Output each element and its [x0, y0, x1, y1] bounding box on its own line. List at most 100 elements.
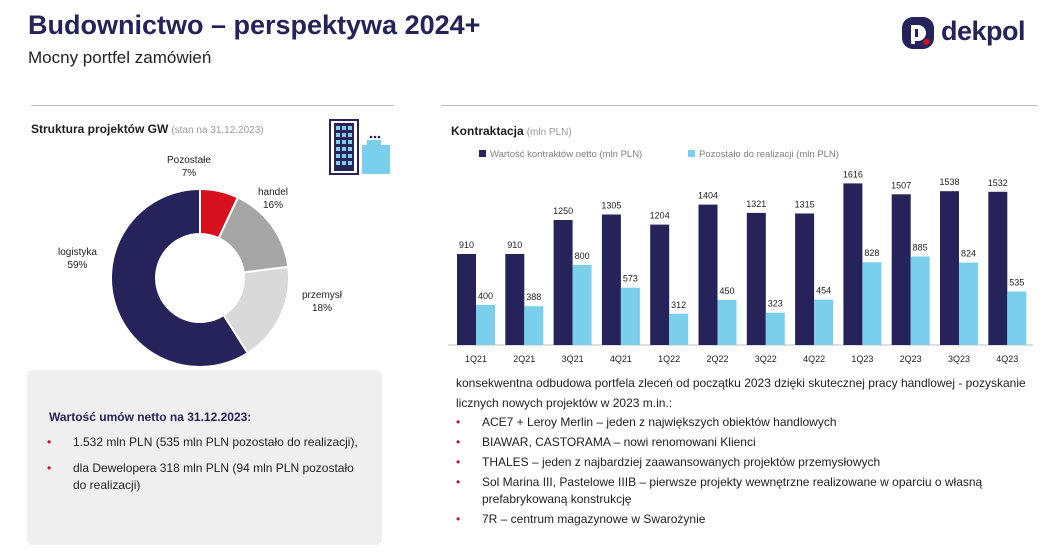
- pie-label-logistyka-value: 59%: [67, 260, 88, 271]
- bar-remaining-value: [910, 256, 930, 345]
- summary-box: Wartość umów netto na 31.12.2023: • 1.532…: [27, 370, 382, 545]
- bar-data-label: 824: [961, 249, 976, 259]
- bar-data-label: 1616: [843, 169, 863, 179]
- bar-remaining-value: [959, 262, 978, 345]
- pie-label-logistyka-name: logistyka: [58, 247, 97, 258]
- pie-label-pozostale-name: Pozostałe: [167, 155, 211, 166]
- pie-label-handel: handel 16%: [258, 186, 288, 212]
- bar-remaining-value: [1007, 291, 1027, 345]
- bar-data-label: 312: [671, 300, 686, 310]
- bar-contract-value: [891, 194, 911, 345]
- summary-list: • 1.532 mln PLN (535 mln PLN pozostało do…: [47, 434, 367, 503]
- x-tick-label: 1Q22: [658, 354, 680, 364]
- bar-remaining-value: [524, 306, 544, 345]
- page-title: Budownictwo – perspektywa 2024+: [28, 10, 481, 40]
- x-tick-label: 1Q23: [851, 354, 873, 364]
- logo-mark-icon: [902, 17, 934, 49]
- pie-label-handel-value: 16%: [263, 200, 284, 211]
- right-divider: [441, 105, 1038, 106]
- legend-label: Pozostało do realizacji (mln PLN): [699, 149, 839, 160]
- x-tick-label: 4Q22: [803, 354, 825, 364]
- bar-data-label: 450: [719, 286, 734, 296]
- summary-title: Wartość umów netto na 31.12.2023:: [49, 410, 252, 424]
- x-tick-label: 4Q23: [996, 354, 1018, 364]
- bar-data-label: 885: [913, 243, 928, 253]
- bar-contract-value: [457, 254, 476, 345]
- bar-remaining-value: [814, 299, 834, 345]
- bar-data-label: 910: [459, 240, 474, 250]
- legend-swatch: [688, 150, 695, 157]
- logo-text: dekpol: [941, 16, 1026, 46]
- project-item-text: THALES – jeden z najbardziej zaawansowan…: [482, 455, 881, 469]
- bar-data-label: 1532: [988, 178, 1008, 188]
- bar-contract-value: [940, 191, 959, 345]
- x-tick-label: 2Q22: [706, 354, 728, 364]
- building-icon: [329, 119, 390, 175]
- bar-contract-value: [553, 220, 573, 345]
- bar-data-label: 1538: [939, 177, 959, 187]
- x-tick-label: 3Q23: [948, 354, 970, 364]
- bar-data-label: 1507: [891, 180, 911, 190]
- bullet-icon: •: [47, 435, 52, 449]
- legend-label: Wartość kontraktów netto (mln PLN): [490, 149, 642, 160]
- bar-contract-value: [843, 183, 863, 345]
- bar-data-label: 388: [526, 292, 541, 302]
- bar-contract-value: [650, 224, 670, 345]
- bar-data-label: 828: [864, 248, 879, 258]
- bar-data-label: 1315: [795, 200, 815, 210]
- project-item: • THALES – jeden z najbardziej zaawansowa…: [456, 454, 1046, 471]
- bar-remaining-value: [476, 305, 495, 345]
- bullet-icon: •: [47, 461, 52, 475]
- left-section-title-text: Struktura projektów GW: [31, 122, 169, 136]
- summary-item: • dla Dewelopera 318 mln PLN (94 mln PLN …: [47, 460, 367, 494]
- pie-label-przemysl: przemysł 18%: [302, 289, 342, 315]
- project-item: • 7R – centrum magazynowe w Swarożynie: [456, 511, 1046, 528]
- project-item-text: BIAWAR, CASTORAMA – nowi renomowani Klie…: [482, 435, 756, 449]
- projects-intro: konsekwentna odbudowa portfela zleceń od…: [456, 376, 1026, 410]
- bullet-icon: •: [456, 435, 461, 449]
- x-tick-label: 1Q21: [465, 354, 487, 364]
- right-section-title: Kontraktacja (mln PLN): [451, 124, 572, 138]
- legend-swatch: [479, 150, 486, 157]
- bar-data-label: 1305: [601, 201, 621, 211]
- bar-contract-value: [746, 212, 766, 345]
- bar-data-label: 400: [478, 291, 493, 301]
- pie-slice-logistyka: [110, 187, 250, 368]
- x-tick-label: 2Q23: [900, 354, 922, 364]
- page-subtitle: Mocny portfel zamówień: [28, 48, 212, 67]
- right-section-note: (mln PLN): [526, 127, 572, 138]
- bar-data-label: 1404: [698, 191, 718, 201]
- projects-section: konsekwentna odbudowa portfela zleceń od…: [456, 373, 1046, 531]
- pie-label-pozostale-value: 7%: [181, 168, 197, 179]
- left-section-note: (stan na 31.12.2023): [171, 125, 264, 136]
- bar-data-label: 1204: [650, 211, 670, 221]
- x-tick-label: 3Q22: [755, 354, 777, 364]
- pie-label-handel-name: handel: [258, 187, 289, 198]
- project-item: • Sol Marina III, Pastelowe IIIB – pierws…: [456, 474, 1046, 508]
- x-tick-label: 3Q21: [562, 354, 584, 364]
- bar-data-label: 454: [816, 286, 831, 296]
- bar-remaining-value: [669, 313, 689, 345]
- bullet-icon: •: [456, 455, 461, 469]
- bullet-icon: •: [456, 475, 461, 489]
- left-section-title: Struktura projektów GW (stan na 31.12.202…: [31, 122, 264, 136]
- summary-item: • 1.532 mln PLN (535 mln PLN pozostało do…: [47, 434, 367, 451]
- bar-contract-value: [988, 191, 1008, 345]
- bar-contract-value: [601, 214, 621, 345]
- bar-data-label: 1321: [746, 199, 766, 209]
- bar-remaining-value: [620, 287, 640, 345]
- project-item-text: 7R – centrum magazynowe w Swarożynie: [482, 512, 706, 526]
- bar-contract-value: [505, 254, 525, 345]
- bar-remaining-value: [765, 312, 785, 345]
- x-tick-label: 2Q21: [513, 354, 535, 364]
- bar-remaining-value: [862, 262, 882, 345]
- bar-chart: Wartość kontraktów netto (mln PLN) Pozost…: [448, 149, 1033, 364]
- company-logo: dekpol: [901, 16, 1041, 50]
- bar-remaining-value: [717, 300, 737, 345]
- left-divider: [31, 105, 394, 106]
- project-item: • BIAWAR, CASTORAMA – nowi renomowani Kli…: [456, 434, 1046, 451]
- bar-contract-value: [698, 204, 718, 345]
- bar-remaining-value: [572, 265, 592, 345]
- bar-data-label: 1250: [553, 206, 573, 216]
- bar-contract-value: [795, 213, 815, 345]
